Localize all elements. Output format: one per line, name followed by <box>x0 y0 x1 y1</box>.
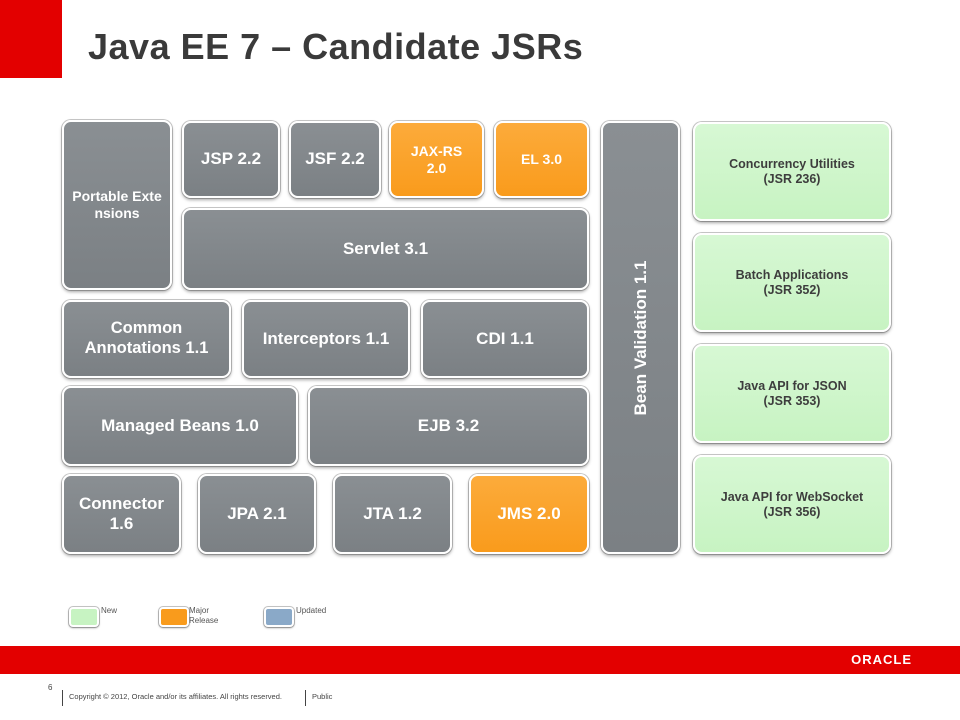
copyright-notice: Copyright © 2012, Oracle and/or its affi… <box>69 692 282 701</box>
box-connector-label: Connector 1.6 <box>79 493 164 533</box>
legend-swatch-updated <box>264 607 294 627</box>
box-json-api-name: Java API for JSON <box>737 378 847 393</box>
box-jta-label: JTA 1.2 <box>363 503 422 523</box>
box-managed-beans: Managed Beans 1.0 <box>62 386 298 466</box>
legend-swatch-major-release <box>159 607 189 627</box>
box-jsf: JSF 2.2 <box>289 121 381 198</box>
box-portable-extensions-label: Portable Extensions <box>72 188 162 221</box>
box-jsf-label: JSF 2.2 <box>305 149 365 169</box>
box-websocket-api-name: Java API for WebSocket <box>720 489 864 504</box>
box-el: EL 3.0 <box>494 121 589 198</box>
box-batch-applications: Batch Applications (JSR 352) <box>693 233 891 332</box>
box-cdi-label: CDI 1.1 <box>476 328 534 348</box>
box-servlet-label: Servlet 3.1 <box>342 238 429 258</box>
legend-label-major-release: Major Release <box>189 606 219 625</box>
box-jms: JMS 2.0 <box>469 474 589 554</box>
box-el-label: EL 3.0 <box>521 151 562 168</box>
box-jsp-label: JSP 2.2 <box>200 149 262 169</box>
footer-bar <box>0 646 960 674</box>
box-interceptors-label: Interceptors 1.1 <box>262 328 390 348</box>
box-jms-label: JMS 2.0 <box>497 503 561 523</box>
box-cdi: CDI 1.1 <box>421 300 589 378</box>
box-websocket-api-jsr: (JSR 356) <box>763 504 821 519</box>
box-concurrency-utilities-name: Concurrency Utilities <box>729 156 855 171</box>
footer-divider <box>305 690 306 706</box>
box-json-api: Java API for JSON (JSR 353) <box>693 344 891 443</box>
box-jaxrs: JAX-RS 2.0 <box>389 121 484 198</box>
page-number: 6 <box>48 683 53 692</box>
box-batch-applications-jsr: (JSR 352) <box>763 282 821 297</box>
box-jta: JTA 1.2 <box>333 474 452 554</box>
box-servlet: Servlet 3.1 <box>182 208 589 290</box>
box-jaxrs-label: JAX-RS 2.0 <box>410 142 463 176</box>
box-json-api-jsr: (JSR 353) <box>763 393 821 408</box>
box-interceptors: Interceptors 1.1 <box>242 300 410 378</box>
box-managed-beans-label: Managed Beans 1.0 <box>101 415 259 435</box>
box-ejb-label: EJB 3.2 <box>417 415 480 435</box>
box-ejb: EJB 3.2 <box>308 386 589 466</box>
box-jpa: JPA 2.1 <box>198 474 316 554</box>
box-jsp: JSP 2.2 <box>182 121 280 198</box>
box-portable-extensions: Portable Extensions <box>62 120 172 290</box>
box-common-annotations: Common Annotations 1.1 <box>62 300 231 378</box>
legend-label-updated: Updated <box>296 606 327 615</box>
slide-title: Java EE 7 – Candidate JSRs <box>88 26 584 67</box>
box-concurrency-utilities: Concurrency Utilities (JSR 236) <box>693 122 891 221</box>
legend-swatch-new <box>69 607 99 627</box>
legend-label-new: New <box>101 606 118 615</box>
box-common-annotations-label: Common Annotations 1.1 <box>84 319 209 357</box>
classification-label: Public <box>312 692 333 701</box>
brand-tab <box>0 0 62 78</box>
box-bean-validation-label: Bean Validation 1.1 <box>630 260 650 415</box>
box-batch-applications-name: Batch Applications <box>735 267 849 282</box>
box-bean-validation: Bean Validation 1.1 <box>601 121 680 554</box>
box-connector: Connector 1.6 <box>62 474 181 554</box>
box-jpa-label: JPA 2.1 <box>227 503 287 523</box>
box-websocket-api: Java API for WebSocket (JSR 356) <box>693 455 891 554</box>
box-concurrency-utilities-jsr: (JSR 236) <box>763 171 821 186</box>
footer-divider <box>62 690 63 706</box>
oracle-logo: ORACLE <box>851 652 912 667</box>
